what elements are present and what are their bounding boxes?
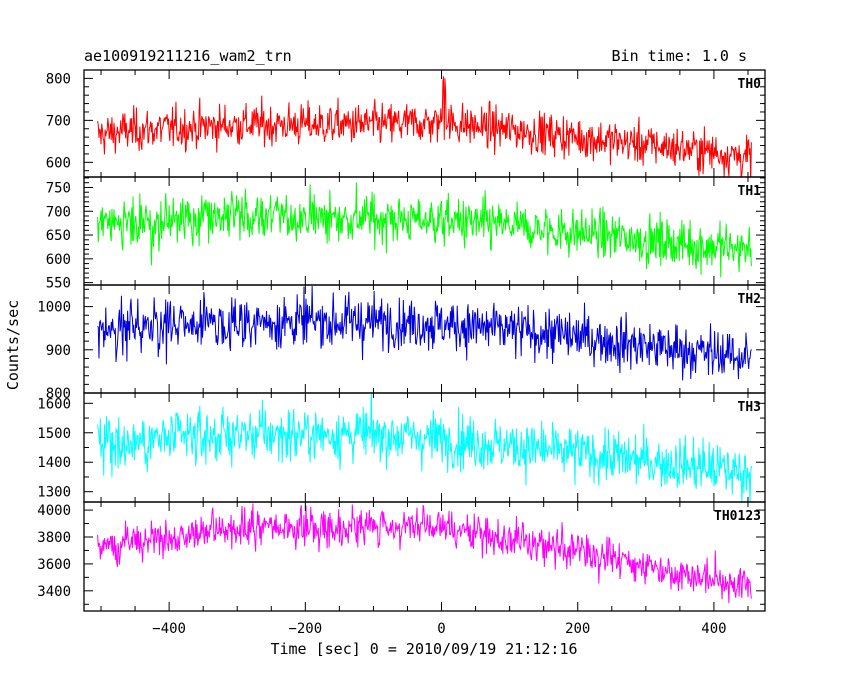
series-line-th0 [97,76,752,177]
y-tick-label: 3600 [37,557,71,573]
x-axis-label: Time [sec] 0 = 2010/09/19 21:12:16 [270,640,577,658]
bin-time-label: Bin time: 1.0 s [612,47,747,65]
x-tick-label: −400 [152,621,186,637]
y-tick-label: 900 [46,343,71,359]
y-tick-label: 700 [46,204,71,220]
chart-title: ae100919211216_wam2_trn [84,47,292,65]
panel-frame [83,501,766,612]
x-tick-label: −200 [288,621,322,637]
y-axis-label: Counts/sec [4,300,22,390]
y-tick-label: 700 [46,113,71,129]
y-tick-label: 3800 [37,530,71,546]
y-tick-label: 800 [46,71,71,87]
y-tick-label: 650 [46,228,71,244]
y-tick-label: 800 [46,386,71,402]
y-tick-label: 1400 [37,455,71,471]
x-tick-label: 200 [565,621,590,637]
panel-th3: TH3 1300 1400 1500 1600 [37,392,766,503]
panel-label: TH3 [738,400,761,415]
y-tick-label: 4000 [37,503,71,519]
y-tick-label: 600 [46,252,71,268]
series-line-th2 [97,286,752,381]
y-tick-label: 600 [46,155,71,171]
y-tick-label: 750 [46,180,71,196]
panels-group: TH0 600 700 800 TH1 550 600 650 700 750 TH2 800 900 1… [37,69,766,637]
y-tick-label: 1600 [37,396,71,412]
x-tick-label: 0 [437,621,445,637]
y-tick-label: 3400 [37,584,71,600]
panel-label: TH0123 [714,509,761,524]
series-line-th3 [97,393,752,502]
panel-label: TH0 [738,77,762,92]
series-line-th0123 [97,503,752,604]
panel-label: TH2 [738,292,761,307]
panel-th1: TH1 550 600 650 700 750 [46,176,766,292]
y-tick-label: 550 [46,276,71,292]
y-tick-label: 1000 [37,300,71,316]
x-tick-label: 400 [701,621,726,637]
y-tick-label: 1500 [37,426,71,442]
y-tick-label: 1300 [37,485,71,501]
panel-th0123: TH0123 3400 3600 3800 4000 [37,501,766,612]
panel-th2: TH2 800 900 1000 [37,284,766,402]
series-line-th1 [97,182,752,278]
panel-th0: TH0 600 700 800 [46,69,766,178]
panel-label: TH1 [738,184,762,199]
